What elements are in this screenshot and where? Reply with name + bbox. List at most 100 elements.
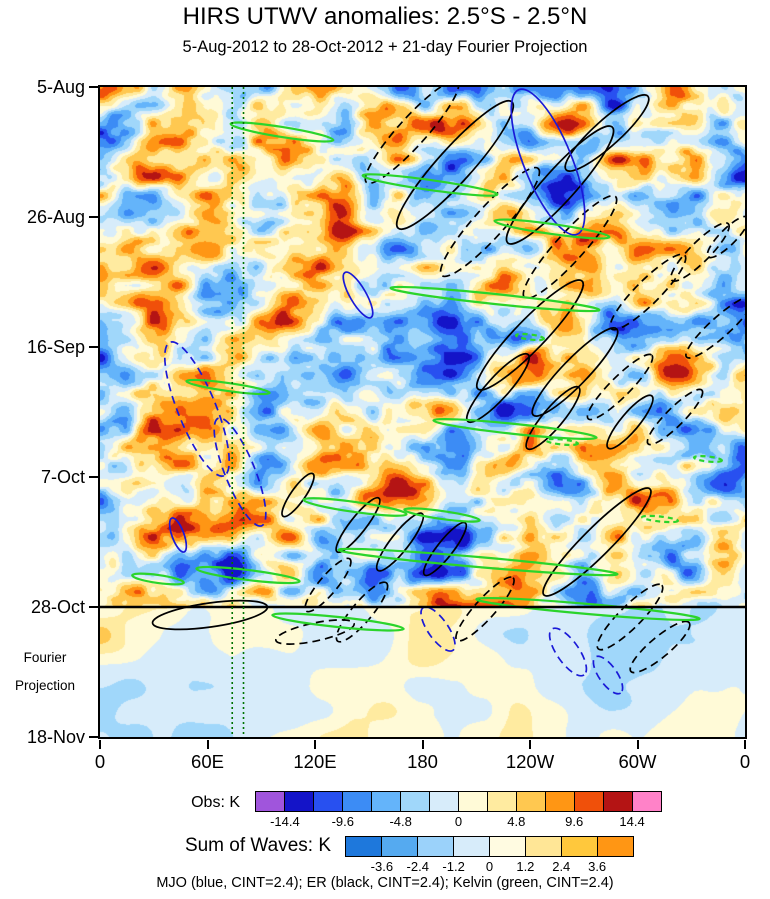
colorbar-tick-label: 3.6 <box>588 859 607 874</box>
chart-title: HIRS UTWV anomalies: 2.5°S - 2.5°N <box>182 3 588 30</box>
colorbar-segment <box>562 837 598 856</box>
colorbar-tick-label: -9.6 <box>331 814 354 829</box>
er-contour <box>439 166 541 278</box>
colorbar-tick-label: -3.6 <box>370 859 394 874</box>
fourier-projection-label: Fourier Projection <box>0 644 90 700</box>
er-contour <box>522 194 618 300</box>
colorbar-segment <box>575 792 604 811</box>
anomaly-field-canvas <box>100 87 745 737</box>
x-axis-tick-mark <box>529 740 531 749</box>
y-axis-tick-mark <box>89 216 98 218</box>
er-contour <box>606 394 654 450</box>
kelvin-contour <box>131 572 185 586</box>
kelvin-contour <box>361 173 499 197</box>
x-axis-tick-label: 120W <box>505 751 555 772</box>
obs-colorbar <box>255 791 662 812</box>
colorbar-segment <box>526 837 562 856</box>
mjo-contour <box>420 606 456 652</box>
colorbar-segment <box>546 792 575 811</box>
x-axis-tick-label: 60W <box>618 751 657 772</box>
x-axis-tick-mark <box>744 740 746 749</box>
kelvin-contour <box>475 596 701 622</box>
chart-subtitle: 5-Aug-2012 to 28-Oct-2012 + 21-day Fouri… <box>182 38 588 56</box>
colorbar-tick-label: 2.4 <box>552 859 571 874</box>
fourier-projection-label-line2: Projection <box>14 678 76 693</box>
er-contour <box>596 583 664 651</box>
colorbar-segment <box>488 792 517 811</box>
er-contour <box>422 521 468 577</box>
colorbar-tick-label: 14.4 <box>619 814 645 829</box>
mjo-contour <box>213 417 267 527</box>
colorbar-segment <box>459 792 488 811</box>
colorbar-segment <box>285 792 314 811</box>
er-contour <box>335 496 381 554</box>
colorbar-segment <box>490 837 526 856</box>
kelvin-contour <box>302 497 408 517</box>
er-contour <box>564 94 650 172</box>
colorbar-tick-label: 1.2 <box>516 859 535 874</box>
er-contour <box>281 472 315 518</box>
er-contour <box>706 215 745 259</box>
x-axis-tick-label: 0 <box>739 751 751 772</box>
er-contour <box>455 576 515 642</box>
kelvin-contour <box>640 514 680 524</box>
er-contour <box>586 353 654 421</box>
er-contour <box>364 87 460 185</box>
er-contour <box>629 620 691 674</box>
x-axis-tick-mark <box>636 740 639 749</box>
colorbar-tick-label: -14.4 <box>270 814 300 829</box>
y-axis-tick-label: 28-Oct <box>30 597 85 617</box>
plot-area <box>98 85 747 739</box>
obs-colorbar-label: Obs: K <box>191 794 240 811</box>
mjo-contour <box>163 341 231 477</box>
y-axis-tick-mark <box>89 346 98 348</box>
colorbar-segment <box>430 792 459 811</box>
kelvin-contour <box>692 455 724 463</box>
kelvin-contour <box>185 378 271 396</box>
er-contour <box>274 619 356 645</box>
er-contour <box>669 221 731 283</box>
y-axis-tick-label: 26-Aug <box>26 207 85 227</box>
wave-legend-caption: MJO (blue, CINT=2.4); ER (black, CINT=2.… <box>156 875 614 891</box>
er-contour <box>151 599 269 631</box>
x-axis-tick-mark <box>99 740 101 749</box>
mjo-contour <box>168 517 188 553</box>
kelvin-contour <box>229 121 335 143</box>
y-axis-tick-mark <box>89 736 98 738</box>
kelvin-contour <box>337 547 619 577</box>
wave-contour-overlay <box>100 87 745 737</box>
x-axis-tick-label: 60E <box>191 751 224 772</box>
er-contour <box>525 385 581 451</box>
x-axis-tick-mark <box>421 740 424 749</box>
colorbar-tick-label: -4.8 <box>389 814 412 829</box>
colorbar-segment <box>343 792 372 811</box>
colorbar-segment <box>598 837 633 856</box>
er-contour <box>646 388 704 446</box>
colorbar-segment <box>346 837 382 856</box>
colorbar-tick-label: 9.6 <box>565 814 584 829</box>
er-contour <box>395 99 515 231</box>
er-contour <box>375 512 425 572</box>
x-axis-tick-label: 120E <box>293 751 337 772</box>
colorbar-segment <box>256 792 285 811</box>
er-contour <box>542 487 652 597</box>
y-axis-tick-mark <box>89 86 98 88</box>
waves-colorbar <box>345 836 634 857</box>
x-axis-tick-mark <box>206 740 209 749</box>
x-axis-tick-mark <box>314 740 316 749</box>
colorbar-segment <box>314 792 343 811</box>
kelvin-contour <box>389 285 601 313</box>
colorbar-segment <box>372 792 401 811</box>
er-contour <box>304 557 352 613</box>
colorbar-segment <box>418 837 454 856</box>
mjo-contour <box>548 627 588 677</box>
colorbar-tick-label: -1.2 <box>442 859 465 874</box>
y-axis-tick-label: 7-Oct <box>40 467 85 487</box>
colorbar-segment <box>382 837 418 856</box>
x-axis-tick-label: 180 <box>407 751 438 772</box>
kelvin-contour <box>195 565 301 585</box>
er-contour <box>475 279 585 391</box>
kelvin-contour <box>493 218 611 240</box>
colorbar-segment <box>604 792 633 811</box>
